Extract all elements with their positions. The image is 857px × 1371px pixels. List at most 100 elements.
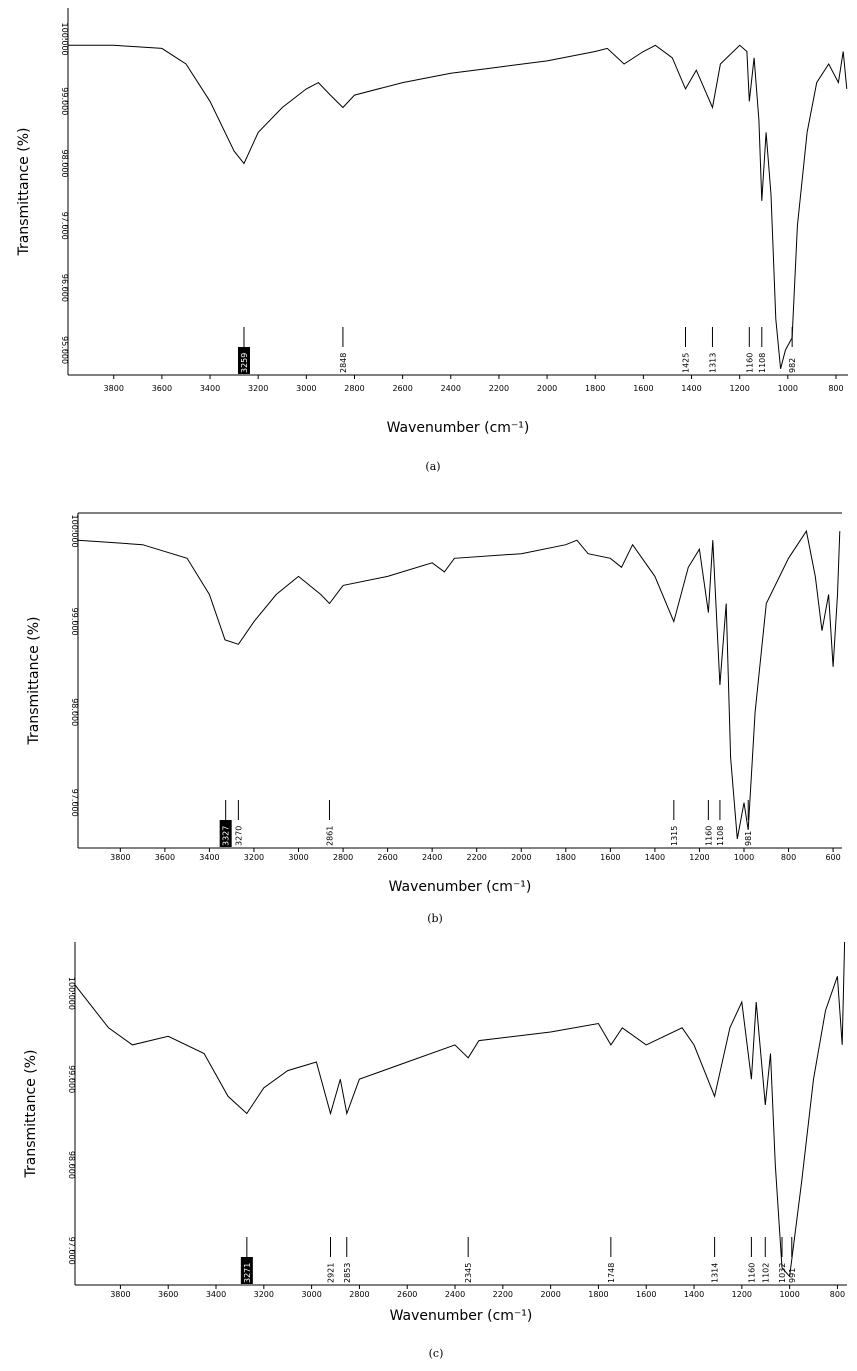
x-tick-label: 1000: [779, 1290, 799, 1299]
y-axis-title: Transmittance (%): [26, 617, 42, 746]
peak-highlight: [237, 347, 250, 374]
spectrum-line: [77, 529, 841, 839]
y-tick-label: 97.000: [70, 789, 79, 817]
peak-label: 3327: [222, 826, 231, 846]
x-tick-label: 1200: [732, 1290, 752, 1299]
x-tick-label: 1600: [633, 384, 653, 393]
y-tick-label: 99.000: [67, 1065, 76, 1093]
x-tick-label: 3200: [254, 1290, 274, 1299]
x-tick-label: 2800: [333, 853, 353, 862]
chart: 3800 3600 3400 3200 3000 2800 2600 2400 2200 2000…: [23, 941, 847, 1360]
peak-label: 1160: [704, 826, 713, 846]
y-tick-label: 100.000: [67, 977, 76, 1010]
y-axis-title: Transmittance (%): [23, 1050, 39, 1179]
x-tick-label: 1200: [729, 384, 749, 393]
peak-highlight: [219, 820, 232, 847]
y-tick-label: 97.000: [60, 212, 69, 240]
peak-label: 1748: [607, 1263, 616, 1283]
spectrum-line: [68, 44, 848, 369]
x-tick-label: 1000: [734, 853, 754, 862]
x-tick-label: 1600: [636, 1290, 656, 1299]
peak-label: 3259: [240, 353, 249, 373]
x-tick-label: 2400: [422, 853, 442, 862]
peak-label: 1315: [670, 826, 679, 846]
peak-label: 2848: [339, 353, 348, 373]
peak-label: 991: [788, 1268, 797, 1283]
x-tick-label: 1800: [585, 384, 605, 393]
x-tick-label: 2000: [537, 384, 557, 393]
peak-label: 1313: [708, 353, 717, 373]
y-tick-label: 96.000: [60, 274, 69, 302]
peak-label: 3270: [234, 826, 243, 846]
x-axis-title: Wavenumber (cm⁻¹): [387, 420, 530, 436]
x-tick-label: 3600: [158, 1290, 178, 1299]
peak-label: 1102: [761, 1263, 770, 1283]
x-tick-label: 2200: [493, 1290, 513, 1299]
peak-label: 2861: [325, 826, 334, 846]
y-tick-label: 99.000: [70, 608, 79, 636]
x-tick-label: 2600: [377, 853, 397, 862]
x-tick-label: 2600: [392, 384, 412, 393]
caption: (c): [429, 1347, 444, 1360]
x-tick-label: 1200: [689, 853, 709, 862]
x-tick-label: 800: [830, 1290, 845, 1299]
x-axis-title: Wavenumber (cm⁻¹): [390, 1308, 533, 1324]
y-axis-title: Transmittance (%): [16, 128, 32, 257]
x-tick-label: 2000: [540, 1290, 560, 1299]
y-tick-label: 97.000: [67, 1237, 76, 1265]
x-tick-label: 3600: [155, 853, 175, 862]
chart: 3800 3600 3400 3200 3000 2800 2600 2400 2200 2000…: [26, 512, 842, 925]
x-tick-label: 3400: [199, 853, 219, 862]
x-tick-label: 1000: [778, 384, 798, 393]
x-tick-label: 2000: [511, 853, 531, 862]
peak-label: 1032: [778, 1263, 787, 1283]
peak-label: 1160: [747, 1263, 756, 1283]
x-tick-label: 3800: [110, 853, 130, 862]
caption: (a): [425, 460, 440, 473]
x-tick-label: 3800: [110, 1290, 130, 1299]
peak-label: 1160: [745, 353, 754, 373]
peak-label: 2853: [343, 1263, 352, 1283]
y-tick-label: 99.000: [60, 87, 69, 115]
x-tick-label: 3000: [288, 853, 308, 862]
x-tick-label: 3400: [200, 384, 220, 393]
peak-label: 2345: [464, 1263, 473, 1283]
x-tick-label: 2800: [349, 1290, 369, 1299]
y-tick-label: 98.000: [70, 698, 79, 726]
x-tick-label: 1600: [600, 853, 620, 862]
y-tick-label: 95.000: [60, 336, 69, 364]
spectrum-line: [74, 941, 846, 1278]
x-tick-label: 3000: [301, 1290, 321, 1299]
x-tick-label: 2400: [441, 384, 461, 393]
x-tick-label: 2400: [445, 1290, 465, 1299]
x-tick-label: 3200: [244, 853, 264, 862]
x-tick-label: 800: [828, 384, 843, 393]
x-tick-label: 600: [825, 853, 840, 862]
x-tick-label: 3800: [104, 384, 124, 393]
y-tick-label: 98.000: [67, 1151, 76, 1179]
x-tick-label: 2200: [489, 384, 509, 393]
peak-label: 1425: [682, 353, 691, 373]
x-tick-label: 2600: [397, 1290, 417, 1299]
peak-label: 1108: [758, 353, 767, 373]
x-tick-label: 800: [781, 853, 796, 862]
y-tick-label: 100.000: [60, 23, 69, 56]
peak-label: 2921: [327, 1263, 336, 1283]
chart: 3800 3600 3400 3200 3000 2800 2600 2400 2200 2000…: [16, 8, 848, 473]
x-tick-label: 3400: [206, 1290, 226, 1299]
x-tick-label: 1800: [556, 853, 576, 862]
x-tick-label: 3000: [296, 384, 316, 393]
x-tick-label: 1400: [645, 853, 665, 862]
x-axis-title: Wavenumber (cm⁻¹): [389, 879, 532, 895]
x-tick-label: 2800: [344, 384, 364, 393]
peak-label: 981: [744, 831, 753, 846]
peak-highlight: [240, 1257, 253, 1284]
peak-label: 3271: [243, 1263, 252, 1283]
x-tick-label: 3600: [152, 384, 172, 393]
x-tick-label: 3200: [248, 384, 268, 393]
x-tick-label: 1400: [684, 1290, 704, 1299]
peak-label: 982: [788, 358, 797, 373]
y-tick-label: 98.000: [60, 150, 69, 178]
caption: (b): [427, 912, 443, 925]
